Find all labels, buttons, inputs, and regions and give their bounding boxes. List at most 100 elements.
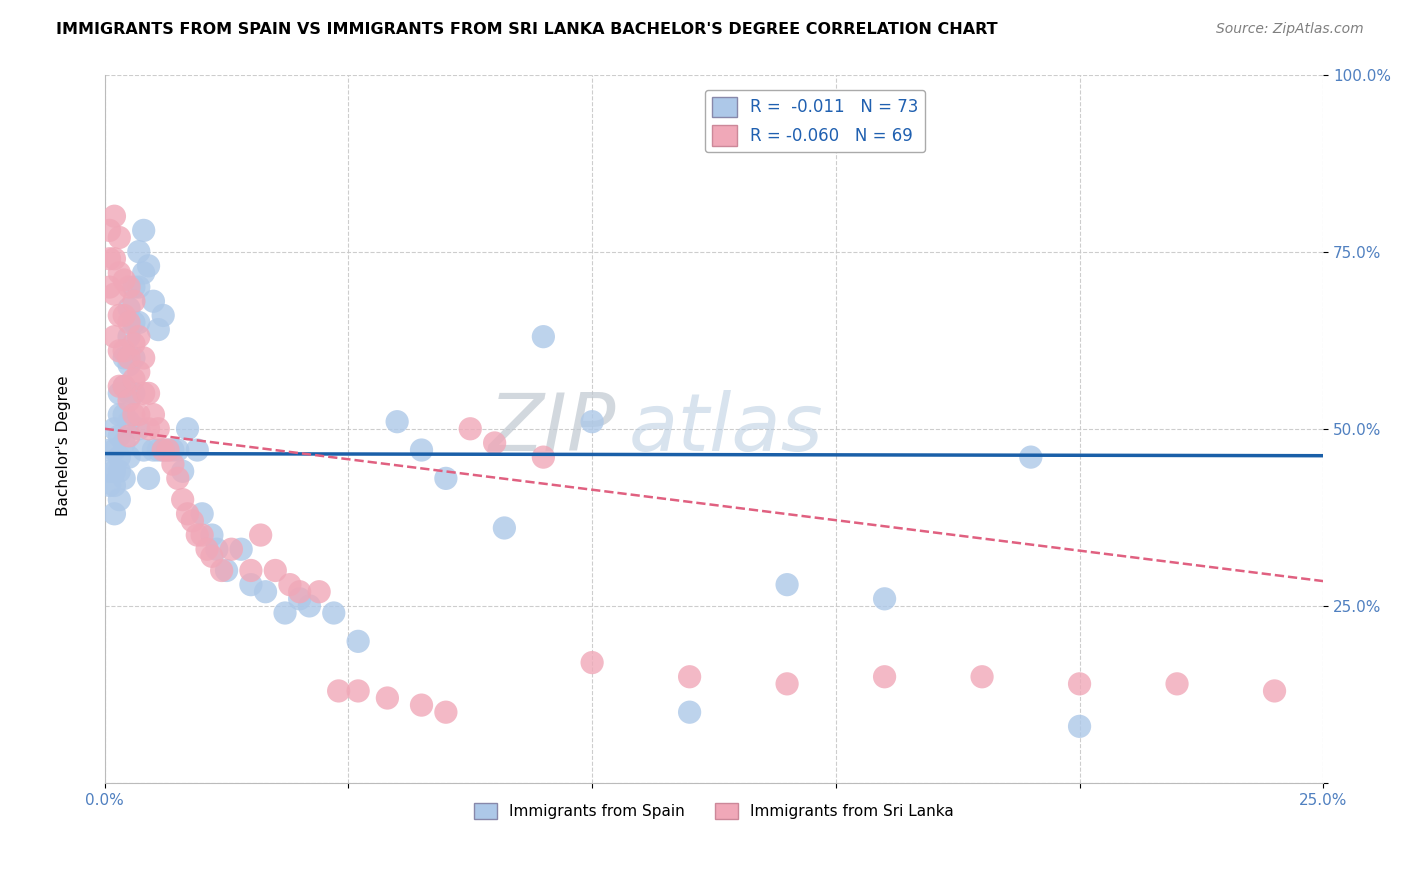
Point [322,606,344,620]
Point [138,471,160,485]
Point [678,670,700,684]
Point [98,478,121,492]
Point [98,252,121,266]
Point [122,372,145,386]
Point [128,329,150,343]
Point [103,478,125,492]
Point [157,443,180,458]
Point [118,329,141,343]
Point [776,577,799,591]
Point [531,329,554,343]
Point [128,408,150,422]
Point [112,351,135,365]
Point [108,230,131,244]
Point [98,464,121,478]
Point [308,584,330,599]
Point [162,457,184,471]
Point [132,351,155,365]
Point [166,443,188,458]
Point [103,422,125,436]
Point [132,266,155,280]
Text: ZIP: ZIP [489,390,616,467]
Point [191,528,214,542]
Point [112,273,135,287]
Point [112,309,135,323]
Point [122,336,145,351]
Point [181,514,204,528]
Point [118,429,141,443]
Point [1069,719,1091,733]
Point [494,521,516,535]
Point [142,443,165,458]
Point [108,343,131,358]
Point [128,365,150,379]
Point [128,422,150,436]
Point [152,443,174,458]
Point [103,507,125,521]
Point [377,691,399,706]
Point [434,705,457,719]
Text: Bachelor's Degree: Bachelor's Degree [56,376,70,516]
Legend: Immigrants from Spain, Immigrants from Sri Lanka: Immigrants from Spain, Immigrants from S… [468,797,960,825]
Point [103,287,125,301]
Text: IMMIGRANTS FROM SPAIN VS IMMIGRANTS FROM SRI LANKA BACHELOR'S DEGREE CORRELATION: IMMIGRANTS FROM SPAIN VS IMMIGRANTS FROM… [56,22,998,37]
Point [132,223,155,237]
Point [112,408,135,422]
Point [278,577,301,591]
Point [128,280,150,294]
Point [347,684,370,698]
Point [1069,677,1091,691]
Point [152,309,174,323]
Point [108,450,131,464]
Text: Source: ZipAtlas.com: Source: ZipAtlas.com [1216,22,1364,37]
Point [112,343,135,358]
Point [98,443,121,458]
Point [118,393,141,408]
Point [239,577,262,591]
Point [873,670,896,684]
Point [118,415,141,429]
Point [239,564,262,578]
Point [231,542,253,557]
Point [221,542,243,557]
Point [103,252,125,266]
Point [103,464,125,478]
Point [128,316,150,330]
Point [484,436,506,450]
Point [103,443,125,458]
Point [112,471,135,485]
Point [254,584,277,599]
Point [288,584,311,599]
Point [581,656,603,670]
Point [411,698,433,712]
Point [1263,684,1285,698]
Point [385,415,408,429]
Point [132,443,155,458]
Point [122,294,145,309]
Point [128,244,150,259]
Point [186,443,208,458]
Point [678,705,700,719]
Point [162,443,184,458]
Point [108,379,131,393]
Point [288,591,311,606]
Point [122,351,145,365]
Point [142,408,165,422]
Point [118,316,141,330]
Point [264,564,287,578]
Point [970,670,993,684]
Point [118,358,141,372]
Point [108,429,131,443]
Point [118,450,141,464]
Point [103,209,125,223]
Point [98,280,121,294]
Point [122,280,145,294]
Point [108,386,131,401]
Point [132,386,155,401]
Point [142,294,165,309]
Point [274,606,297,620]
Point [118,301,141,316]
Point [118,351,141,365]
Point [249,528,271,542]
Point [298,599,321,613]
